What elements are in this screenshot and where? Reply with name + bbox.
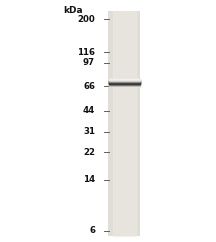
Text: 97: 97 <box>83 58 95 68</box>
Text: 44: 44 <box>83 106 95 115</box>
Text: 66: 66 <box>83 82 95 91</box>
Bar <box>108 11 140 236</box>
Text: 6: 6 <box>89 226 95 235</box>
Text: kDa: kDa <box>64 6 83 15</box>
Text: 22: 22 <box>83 148 95 157</box>
Text: 31: 31 <box>83 127 95 136</box>
Text: 200: 200 <box>77 15 95 24</box>
Text: 14: 14 <box>83 175 95 184</box>
Text: 116: 116 <box>77 48 95 57</box>
